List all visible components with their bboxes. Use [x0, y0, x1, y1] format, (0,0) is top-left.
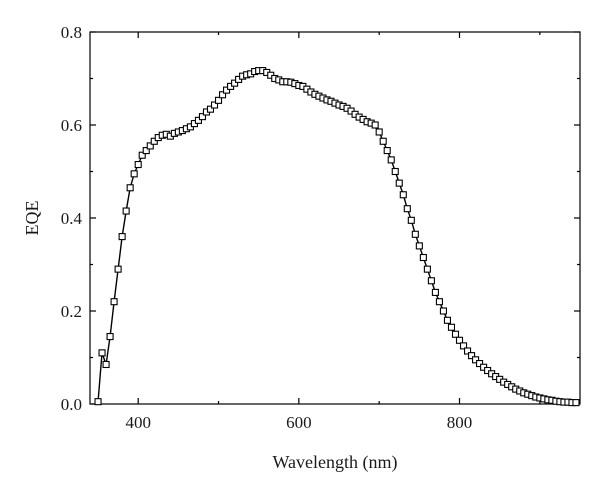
- data-point-marker: [447, 323, 456, 331]
- data-point-marker: [431, 288, 439, 296]
- data-point-marker: [407, 216, 415, 224]
- data-point-marker: [387, 156, 395, 164]
- data-point-marker: [114, 265, 122, 273]
- data-point-marker: [403, 205, 411, 213]
- series-line: [97, 69, 576, 404]
- data-point-marker: [94, 398, 102, 406]
- data-point-marker: [419, 253, 427, 262]
- x-tick-label: 400: [125, 413, 151, 432]
- data-point-marker: [439, 307, 447, 315]
- data-point-marker: [210, 101, 219, 109]
- series-markers: [94, 67, 580, 407]
- axis-ticks: [90, 31, 580, 405]
- data-point-marker: [391, 167, 399, 176]
- plot-frame: [89, 31, 581, 405]
- y-tick-label: 0.2: [61, 302, 82, 321]
- x-tick-label: 800: [447, 413, 473, 432]
- data-point-marker: [468, 352, 476, 360]
- data-point-marker: [383, 147, 391, 155]
- data-point-marker: [102, 360, 110, 369]
- data-point-marker: [459, 342, 468, 350]
- data-point-marker: [423, 265, 431, 273]
- data-point-marker: [415, 242, 423, 250]
- data-point-marker: [371, 121, 379, 129]
- data-point-marker: [443, 316, 452, 324]
- data-point-marker: [138, 151, 146, 159]
- data-point-marker: [206, 105, 215, 113]
- data-point-marker: [146, 142, 154, 150]
- y-tick-label: 0.0: [61, 395, 82, 414]
- data-point-marker: [435, 298, 443, 306]
- data-point-marker: [223, 86, 231, 94]
- data-point-marker: [455, 336, 464, 344]
- x-axis-title: Wavelength (nm): [272, 452, 397, 473]
- data-point-marker: [231, 79, 239, 87]
- data-point-marker: [395, 179, 403, 187]
- data-point-marker: [472, 356, 480, 364]
- data-point-marker: [451, 330, 460, 338]
- data-point-marker: [134, 160, 142, 169]
- data-point-marker: [118, 233, 126, 241]
- data-point-marker: [150, 137, 158, 145]
- data-point-marker: [106, 333, 114, 341]
- data-point-marker: [130, 170, 138, 178]
- x-tick-label: 600: [286, 413, 312, 432]
- tick-labels: 400 600 800 0.0 0.2 0.4 0.6 0.8: [61, 23, 473, 432]
- data-point-marker: [463, 347, 472, 355]
- y-axis-title: EQE: [22, 201, 42, 236]
- data-point-marker: [214, 96, 223, 104]
- y-tick-label: 0.8: [61, 23, 82, 42]
- data-point-marker: [198, 113, 207, 121]
- data-point-marker: [411, 230, 419, 238]
- data-point-marker: [375, 128, 383, 136]
- data-point-marker: [126, 184, 134, 192]
- data-point-marker: [142, 147, 150, 155]
- data-point-marker: [110, 298, 118, 306]
- data-point-marker: [476, 359, 484, 368]
- data-point-marker: [379, 137, 387, 145]
- data-point-marker: [399, 191, 407, 199]
- data-point-marker: [427, 277, 435, 285]
- y-tick-label: 0.6: [61, 116, 82, 135]
- data-point-marker: [122, 207, 130, 215]
- data-point-marker: [194, 116, 202, 124]
- data-point-marker: [218, 91, 227, 99]
- y-tick-label: 0.4: [61, 209, 83, 228]
- data-point-marker: [572, 399, 580, 407]
- data-point-marker: [98, 349, 106, 357]
